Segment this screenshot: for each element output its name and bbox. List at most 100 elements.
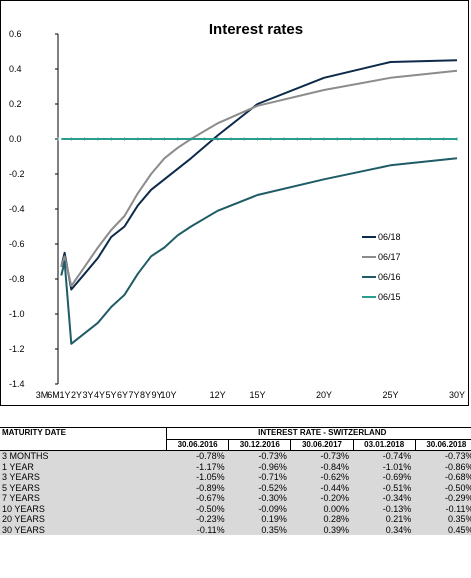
x-tick-label: 30Y — [449, 390, 465, 400]
table-row: 5 YEARS -0.89% -0.52% -0.44% -0.51% -0.50% — [0, 482, 471, 493]
rate-cell: -0.73% — [290, 450, 354, 462]
rate-cell: -0.11% — [415, 503, 471, 514]
maturity-label: 10 YEARS — [0, 503, 167, 514]
legend-label: 06/15 — [378, 292, 401, 302]
y-tick-label: -0.6 — [9, 239, 25, 249]
rate-cell: -0.13% — [353, 503, 416, 514]
x-tick-label: 1Y — [59, 390, 70, 400]
rate-cell: 0.28% — [290, 514, 354, 525]
table-row: 30 YEARS -0.11% 0.35% 0.39% 0.34% 0.45% — [0, 524, 471, 535]
y-tick-label: 0.4 — [9, 64, 22, 74]
rate-cell: -0.69% — [353, 472, 416, 483]
rate-cell: -0.29% — [415, 493, 471, 504]
table-row: 3 MONTHS -0.78% -0.73% -0.73% -0.74% -0.73% — [0, 450, 471, 462]
legend-label: 06/17 — [378, 252, 401, 262]
y-tick-label: -0.8 — [9, 274, 25, 284]
rate-cell: -0.34% — [353, 493, 416, 504]
interest-rate-switzerland-header: INTEREST RATE - SWITZERLAND — [166, 427, 471, 439]
maturity-label: 30 YEARS — [0, 524, 167, 535]
rate-cell: -0.51% — [353, 482, 416, 493]
x-tick-label: 6M — [47, 390, 60, 400]
rate-cell: -1.17% — [166, 461, 229, 472]
rate-cell: -0.68% — [415, 472, 471, 483]
x-tick-label: 3Y — [82, 390, 93, 400]
table-row: 7 YEARS -0.67% -0.30% -0.20% -0.34% -0.29% — [0, 493, 471, 504]
rate-cell: -1.05% — [166, 472, 229, 483]
rate-cell: -0.86% — [415, 461, 471, 472]
x-tick-label: 3M — [36, 390, 49, 400]
rate-cell: -0.74% — [353, 450, 416, 462]
table-row: 20 YEARS -0.23% 0.19% 0.28% 0.21% 0.35% — [0, 514, 471, 525]
y-tick-label: 0.0 — [9, 134, 22, 144]
rate-cell: -0.84% — [290, 461, 354, 472]
y-tick-label: -1.2 — [9, 344, 25, 354]
legend-label: 06/16 — [378, 272, 401, 282]
y-tick-label: -1.4 — [9, 379, 25, 389]
rate-cell: 0.21% — [353, 514, 416, 525]
date-column-header: 30.12.2016 — [228, 438, 292, 451]
x-tick-label: 5Y — [105, 390, 116, 400]
rate-cell: -0.89% — [166, 482, 229, 493]
rate-cell: -0.30% — [228, 493, 291, 504]
x-tick-label: 4Y — [94, 390, 105, 400]
rate-cell: -0.11% — [166, 524, 229, 535]
rate-cell: -0.20% — [290, 493, 354, 504]
rate-cell: -0.50% — [166, 503, 229, 514]
table-row: 10 YEARS -0.50% -0.09% 0.00% -0.13% -0.11% — [0, 503, 471, 514]
maturity-label: 3 MONTHS — [0, 450, 167, 462]
rate-cell: 0.19% — [228, 514, 291, 525]
series-line-06-17 — [60, 69, 458, 287]
date-column-header: 30.06.2016 — [165, 438, 230, 451]
date-column-header: 03.01.2018 — [352, 438, 416, 451]
maturity-date-header: MATURITY DATE — [0, 427, 167, 451]
x-tick-label: 20Y — [316, 390, 332, 400]
rate-cell: -0.23% — [166, 514, 229, 525]
rate-cell: -0.44% — [290, 482, 354, 493]
rate-cell: 0.35% — [228, 524, 291, 535]
x-tick-label: 12Y — [210, 390, 226, 400]
rate-cell: -0.67% — [166, 493, 229, 504]
rate-cell: -0.78% — [166, 450, 229, 462]
rate-cell: -0.73% — [228, 450, 291, 462]
maturity-label: 3 YEARS — [0, 472, 167, 483]
y-tick-label: 0.6 — [9, 29, 22, 39]
rate-cell: 0.00% — [290, 503, 354, 514]
rate-cell: 0.35% — [415, 514, 471, 525]
table-row: 1 YEAR -1.17% -0.96% -0.84% -1.01% -0.86% — [0, 461, 471, 472]
date-column-header: 30.06.2018 — [414, 438, 471, 451]
rate-cell: -0.50% — [415, 482, 471, 493]
rate-cell: -0.73% — [415, 450, 471, 462]
x-tick-label: 8Y — [140, 390, 151, 400]
maturity-label: 5 YEARS — [0, 482, 167, 493]
legend-label: 06/18 — [378, 232, 401, 242]
rate-cell: -0.09% — [228, 503, 291, 514]
rate-cell: -0.52% — [228, 482, 291, 493]
maturity-label: 7 YEARS — [0, 493, 167, 504]
y-tick-label: -0.2 — [9, 169, 25, 179]
x-tick-label: 7Y — [128, 390, 139, 400]
y-tick-label: 0.2 — [9, 99, 22, 109]
chart-panel: Interest rates 0.6 0.4 0.2 0.0 -0.2 -0.4 -0.6 -… — [0, 0, 469, 406]
interest-rate-table: MATURITY DATE INTEREST RATE - SWITZERLAN… — [0, 427, 471, 578]
interest-rates-chart: Interest rates 0.6 0.4 0.2 0.0 -0.2 -0.4 -0.6 -… — [9, 21, 465, 400]
y-tick-label: -1.0 — [9, 309, 25, 319]
x-tick-label: 2Y — [71, 390, 82, 400]
x-tick-label: 9Y — [151, 390, 162, 400]
x-tick-label: 25Y — [382, 390, 398, 400]
chart-title: Interest rates — [209, 21, 303, 38]
maturity-label: 1 YEAR — [0, 461, 167, 472]
x-tick-label: 10Y — [160, 390, 176, 400]
date-column-header: 30.06.2017 — [290, 438, 354, 451]
series-line-06-18 — [60, 59, 458, 291]
rate-cell: 0.34% — [353, 524, 416, 535]
x-tick-label: 15Y — [249, 390, 265, 400]
rate-cell: 0.39% — [290, 524, 354, 535]
rate-cell: -0.62% — [290, 472, 354, 483]
rate-cell: -0.71% — [228, 472, 291, 483]
x-tick-label: 6Y — [117, 390, 128, 400]
y-tick-label: -0.4 — [9, 204, 25, 214]
table-row: 3 YEARS -1.05% -0.71% -0.62% -0.69% -0.68% — [0, 472, 471, 483]
rate-cell: -0.96% — [228, 461, 291, 472]
rate-cell: -1.01% — [353, 461, 416, 472]
maturity-label: 20 YEARS — [0, 514, 167, 525]
